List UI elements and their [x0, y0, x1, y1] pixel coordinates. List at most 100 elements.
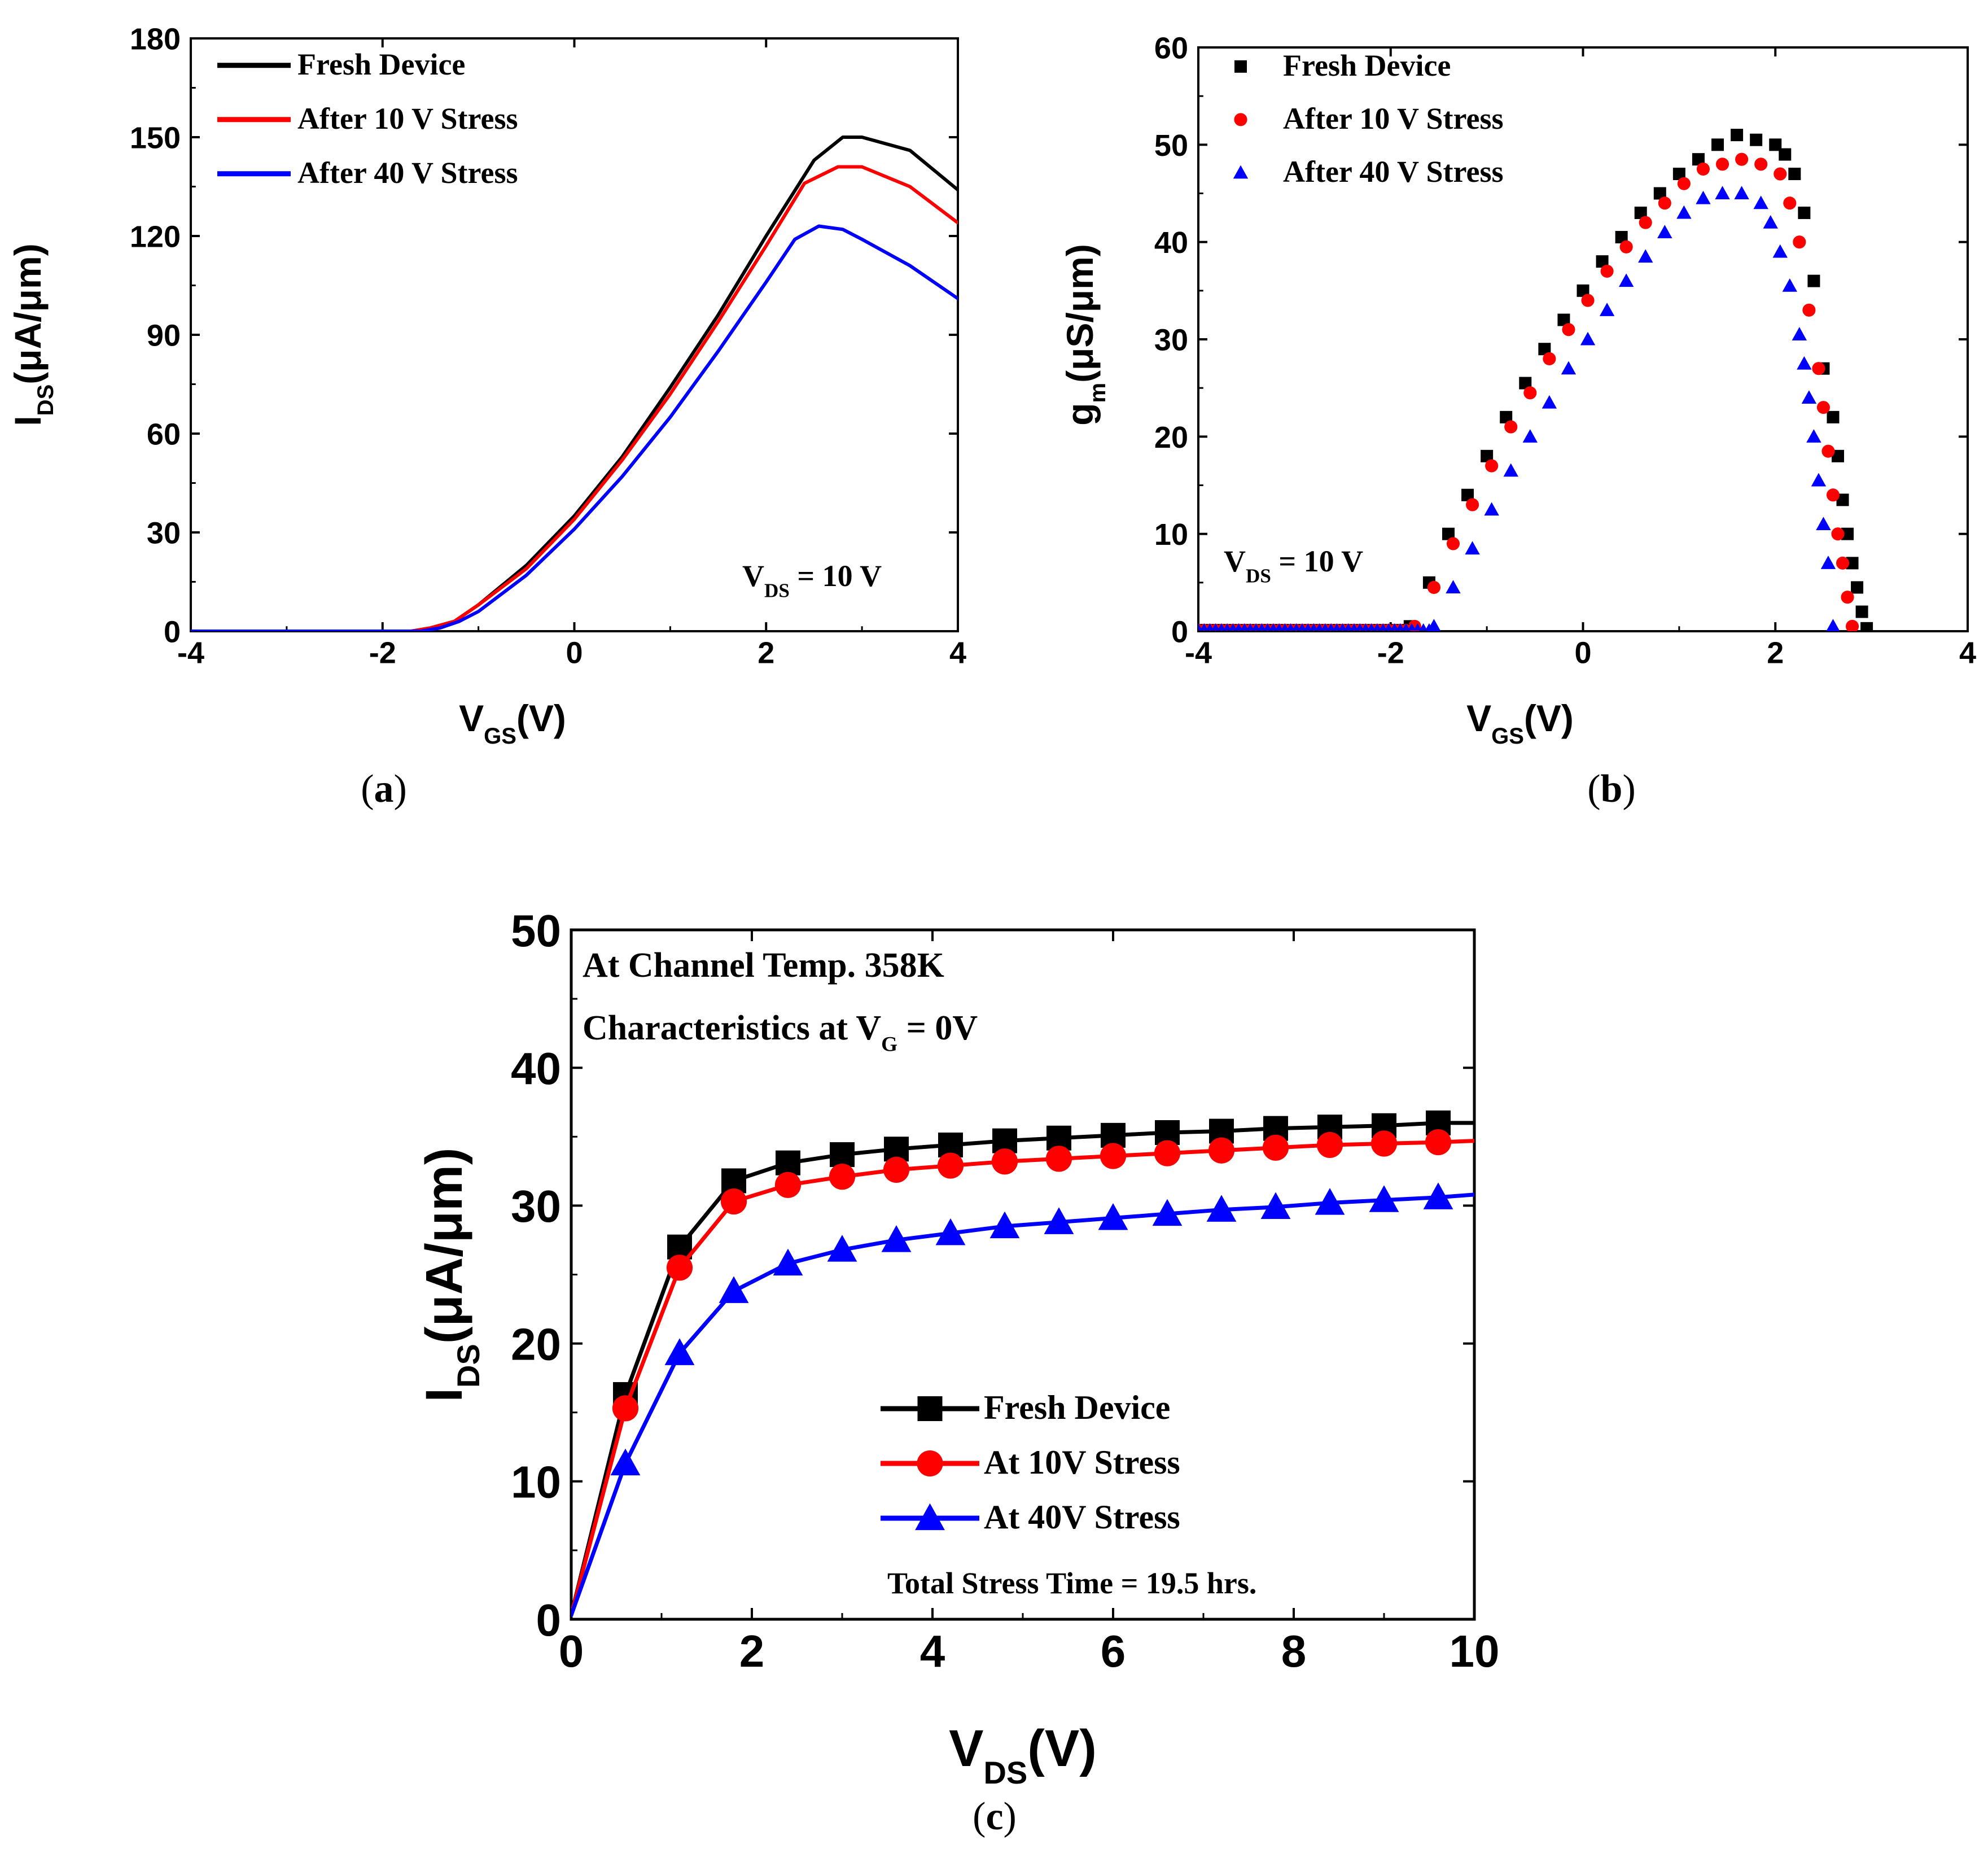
- label-main: V: [742, 559, 764, 593]
- data-point: [1735, 152, 1749, 166]
- baseline-point: [1217, 623, 1226, 631]
- baseline-point: [1390, 623, 1399, 631]
- data-point: [774, 1172, 802, 1198]
- label-main: V: [949, 1720, 983, 1777]
- data-point: [1783, 196, 1797, 210]
- data-point: [1580, 331, 1596, 346]
- baseline-point: [1350, 623, 1359, 631]
- data-point: [1615, 231, 1628, 244]
- data-point: [1481, 449, 1494, 462]
- legend-label: After 10 V Stress: [1283, 102, 1503, 136]
- baseline-point: [1252, 623, 1260, 631]
- data-point: [1427, 580, 1440, 594]
- data-point: [1618, 273, 1634, 287]
- data-point: [1262, 1134, 1289, 1161]
- data-point: [1731, 129, 1744, 142]
- panel-a: -4 -2 0 2 40306090120150180VGS(V)IDS(μA/μm)F…: [7, 22, 966, 811]
- legend-item: After 10 V Stress: [217, 102, 518, 136]
- legend-item: Fresh Device: [1234, 49, 1451, 82]
- baseline-point: [1275, 623, 1284, 631]
- data-point: [1807, 274, 1820, 287]
- data-point: [989, 1211, 1020, 1239]
- data-point: [1599, 303, 1615, 316]
- data-point: [1793, 235, 1806, 249]
- y-tick-label: 10: [511, 1457, 561, 1507]
- data-point: [1826, 619, 1840, 631]
- baseline-point: [1396, 623, 1404, 631]
- label-rest: = 10 V: [790, 559, 882, 593]
- data-point: [1806, 429, 1821, 443]
- label-rest: (μA/μm): [7, 243, 49, 384]
- data-point: [1634, 206, 1647, 219]
- data-point: [1677, 177, 1691, 190]
- x-tick-label: 0: [1574, 636, 1591, 670]
- panel-c: 0 2 4 6 8 1001020304050VDS(V)IDS(μA/μm)Fresh …: [415, 906, 1499, 1838]
- data-point: [1816, 517, 1831, 530]
- data-point: [1543, 352, 1556, 366]
- data-point: [1581, 294, 1595, 307]
- data-point: [1860, 622, 1873, 631]
- legend-label: At 40V Stress: [984, 1498, 1180, 1536]
- data-point: [1816, 401, 1830, 414]
- data-point: [883, 1156, 910, 1183]
- data-point: [827, 1235, 857, 1262]
- data-point: [1711, 138, 1724, 151]
- y-tick-label: 0: [164, 615, 181, 649]
- legend: Fresh Device After 10 V Stress After 40 V …: [1233, 49, 1503, 189]
- data-point: [1841, 591, 1854, 604]
- panel-label-open: (: [361, 767, 374, 811]
- data-point: [1779, 148, 1792, 161]
- baseline-point: [1425, 623, 1434, 631]
- y-tick-label: 90: [147, 318, 181, 352]
- panel-label-close: ): [394, 767, 407, 811]
- data-point: [1596, 255, 1609, 268]
- label-subscript: G: [881, 1033, 897, 1056]
- data-point: [1100, 1143, 1127, 1169]
- data-point: [1316, 1131, 1343, 1159]
- y-axis-title: IDS(μA/μm): [7, 243, 58, 426]
- series-line: [191, 224, 958, 631]
- data-point: [1423, 1182, 1453, 1209]
- baseline-point: [1413, 623, 1422, 631]
- y-tick-label: 0: [536, 1595, 562, 1645]
- data-point: [1152, 1199, 1183, 1226]
- data-point: [610, 1448, 641, 1476]
- label-rest: (V): [516, 697, 566, 739]
- data-point: [1772, 244, 1788, 258]
- baseline-point: [1206, 623, 1214, 631]
- legend-label: After 40 V Stress: [297, 156, 518, 190]
- panel-label-letter: b: [1601, 767, 1623, 811]
- data-point: [1154, 1140, 1181, 1166]
- legend-item: Fresh Device: [217, 47, 465, 81]
- data-point: [1788, 168, 1801, 181]
- data-point: [612, 1395, 639, 1422]
- panel-label-letter: a: [374, 767, 394, 811]
- data-point: [664, 1338, 695, 1365]
- baseline-point: [1321, 623, 1330, 631]
- y-axis-title: gm(μS/μm): [1059, 244, 1110, 426]
- label-rest: = 0V: [897, 1009, 978, 1047]
- baseline-point: [1356, 623, 1364, 631]
- baseline-point: [1408, 623, 1416, 631]
- label-main: I: [415, 1388, 473, 1402]
- data-point: [1260, 1192, 1291, 1219]
- data-point: [773, 1248, 803, 1276]
- data-point: [1206, 1195, 1237, 1222]
- y-tick-label: 30: [1154, 323, 1188, 357]
- data-point: [1836, 556, 1850, 570]
- legend-label: Fresh Device: [1283, 49, 1451, 82]
- baseline-point: [1286, 623, 1295, 631]
- baseline-point: [1234, 623, 1243, 631]
- x-tick-label: 2: [757, 636, 774, 670]
- y-tick-label: 40: [1154, 226, 1188, 260]
- label-main: I: [7, 416, 49, 426]
- data-point: [1774, 167, 1787, 181]
- panel-label-letter: c: [986, 1795, 1003, 1838]
- plot-area: [571, 1110, 1474, 1618]
- data-point: [1561, 361, 1577, 375]
- baseline-point: [1269, 623, 1278, 631]
- baseline-point: [1281, 623, 1289, 631]
- series-3: [571, 1182, 1474, 1618]
- baseline-point: [1229, 623, 1237, 631]
- data-point: [1672, 168, 1685, 181]
